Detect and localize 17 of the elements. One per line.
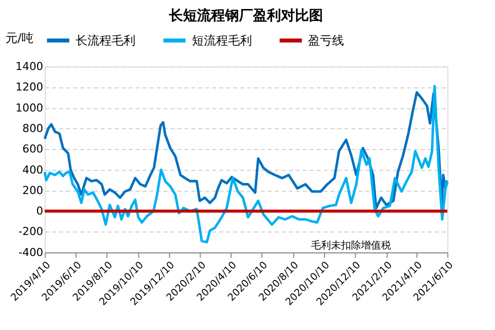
y-tick-label: 1400 bbox=[15, 60, 44, 74]
y-tick-label: 800 bbox=[22, 122, 44, 135]
annotation: 毛利未扣除增值税 bbox=[311, 239, 392, 252]
legend-label: 盈亏线 bbox=[308, 33, 344, 48]
y-tick-label: 600 bbox=[22, 142, 44, 156]
y-tick-label: -400 bbox=[18, 246, 44, 259]
chart-title: 长短流程钢厂盈利对比图 bbox=[168, 6, 324, 24]
legend-label: 短流程毛利 bbox=[192, 33, 252, 48]
line-series bbox=[43, 91, 449, 210]
legend-label: 长流程毛利 bbox=[76, 33, 136, 48]
y-axis-title: 元/吨 bbox=[5, 31, 34, 46]
y-tick-label: 200 bbox=[22, 184, 44, 197]
y-tick-label: 400 bbox=[22, 163, 44, 176]
y-tick-label: -200 bbox=[18, 225, 44, 238]
y-tick-label: 1000 bbox=[15, 101, 44, 114]
y-tick-label: 0 bbox=[36, 204, 44, 218]
y-tick-label: 1200 bbox=[15, 80, 44, 94]
